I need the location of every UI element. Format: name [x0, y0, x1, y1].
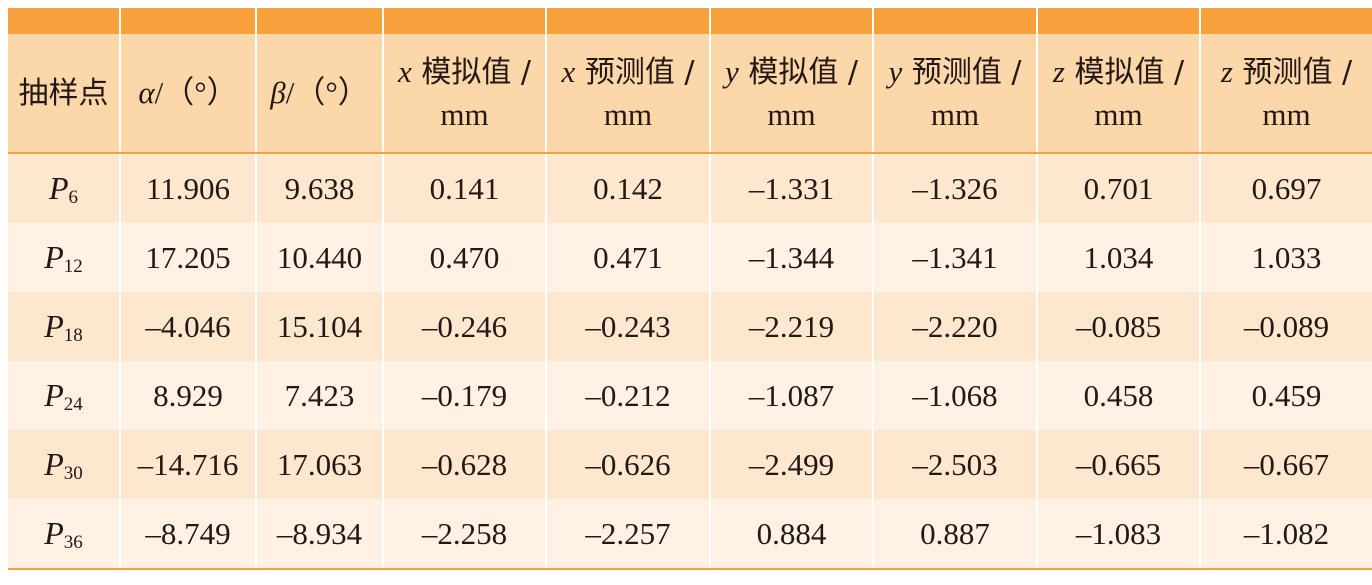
z-predicted-cell: –1.082 — [1200, 499, 1372, 570]
z-predicted-cell: 0.697 — [1200, 153, 1372, 223]
x-simulated-cell: –0.246 — [383, 292, 547, 361]
alpha-cell: 8.929 — [120, 361, 257, 430]
beta-cell: 17.063 — [256, 430, 384, 499]
y-simulated-cell: –1.087 — [710, 361, 874, 430]
z-simulated-cell: –1.083 — [1037, 499, 1201, 570]
header-alpha: α/（°） — [120, 34, 257, 154]
y-simulated-cell: –1.331 — [710, 153, 874, 223]
z-predicted-cell: –0.089 — [1200, 292, 1372, 361]
y-predicted-cell: –1.068 — [873, 361, 1038, 430]
table-row: P30 –14.716 17.063 –0.628 –0.626 –2.499 … — [8, 430, 1372, 499]
alpha-cell: 17.205 — [120, 223, 257, 292]
z-predicted-cell: 0.459 — [1200, 361, 1372, 430]
table-row: P18 –4.046 15.104 –0.246 –0.243 –2.219 –… — [8, 292, 1372, 361]
header-y-predicted: y 预测值 / mm — [873, 34, 1038, 154]
header-sample-point: 抽样点 — [8, 34, 121, 154]
beta-cell: 7.423 — [256, 361, 384, 430]
x-simulated-cell: –0.628 — [383, 430, 547, 499]
beta-cell: –8.934 — [256, 499, 384, 570]
x-simulated-cell: –0.179 — [383, 361, 547, 430]
sample-point-cell: P24 — [8, 361, 121, 430]
header-x-simulated: x 模拟值 / mm — [383, 34, 547, 154]
y-predicted-cell: –1.341 — [873, 223, 1038, 292]
sample-point-cell: P30 — [8, 430, 121, 499]
z-simulated-cell: 0.701 — [1037, 153, 1201, 223]
z-predicted-cell: 1.033 — [1200, 223, 1372, 292]
x-predicted-cell: 0.471 — [546, 223, 711, 292]
z-simulated-cell: 0.458 — [1037, 361, 1201, 430]
beta-cell: 9.638 — [256, 153, 384, 223]
z-simulated-cell: –0.085 — [1037, 292, 1201, 361]
y-predicted-cell: –2.503 — [873, 430, 1038, 499]
sample-point-cell: P18 — [8, 292, 121, 361]
alpha-cell: –8.749 — [120, 499, 257, 570]
x-predicted-cell: –0.626 — [546, 430, 711, 499]
y-simulated-cell: –2.219 — [710, 292, 874, 361]
table-row: P24 8.929 7.423 –0.179 –0.212 –1.087 –1.… — [8, 361, 1372, 430]
x-predicted-cell: –2.257 — [546, 499, 711, 570]
header-z-predicted: z 预测值 / mm — [1200, 34, 1372, 154]
y-predicted-cell: –2.220 — [873, 292, 1038, 361]
x-simulated-cell: –2.258 — [383, 499, 547, 570]
table-row: P36 –8.749 –8.934 –2.258 –2.257 0.884 0.… — [8, 499, 1372, 570]
y-simulated-cell: –2.499 — [710, 430, 874, 499]
beta-cell: 15.104 — [256, 292, 384, 361]
table-top-bar — [8, 8, 1372, 34]
y-simulated-cell: 0.884 — [710, 499, 874, 570]
beta-cell: 10.440 — [256, 223, 384, 292]
header-z-simulated: z 模拟值 / mm — [1037, 34, 1201, 154]
z-simulated-cell: 1.034 — [1037, 223, 1201, 292]
y-predicted-cell: –1.326 — [873, 153, 1038, 223]
alpha-cell: 11.906 — [120, 153, 257, 223]
header-y-simulated: y 模拟值 / mm — [710, 34, 874, 154]
header-x-predicted: x 预测值 / mm — [546, 34, 711, 154]
x-simulated-cell: 0.470 — [383, 223, 547, 292]
sample-point-cell: P36 — [8, 499, 121, 570]
alpha-cell: –4.046 — [120, 292, 257, 361]
table-row: P12 17.205 10.440 0.470 0.471 –1.344 –1.… — [8, 223, 1372, 292]
x-predicted-cell: –0.212 — [546, 361, 711, 430]
data-table-container: 抽样点 α/（°） β/（°） x 模拟值 / mm x 预测值 / mm y — [8, 8, 1372, 579]
y-simulated-cell: –1.344 — [710, 223, 874, 292]
z-predicted-cell: –0.667 — [1200, 430, 1372, 499]
alpha-cell: –14.716 — [120, 430, 257, 499]
table-row: P6 11.906 9.638 0.141 0.142 –1.331 –1.32… — [8, 153, 1372, 223]
sample-point-cell: P6 — [8, 153, 121, 223]
sample-point-cell: P12 — [8, 223, 121, 292]
x-simulated-cell: 0.141 — [383, 153, 547, 223]
y-predicted-cell: 0.887 — [873, 499, 1038, 570]
data-table: 抽样点 α/（°） β/（°） x 模拟值 / mm x 预测值 / mm y — [8, 8, 1372, 570]
z-simulated-cell: –0.665 — [1037, 430, 1201, 499]
header-beta: β/（°） — [256, 34, 384, 154]
x-predicted-cell: 0.142 — [546, 153, 711, 223]
table-header-row: 抽样点 α/（°） β/（°） x 模拟值 / mm x 预测值 / mm y — [8, 34, 1372, 154]
x-predicted-cell: –0.243 — [546, 292, 711, 361]
